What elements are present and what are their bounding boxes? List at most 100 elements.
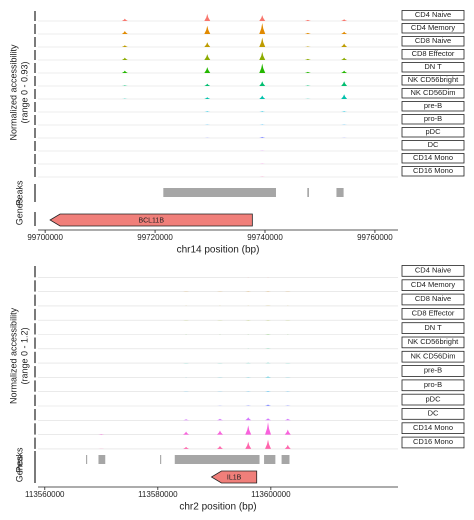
signal-peak xyxy=(121,18,128,21)
peaks-label: Peaks xyxy=(14,180,24,206)
signal-peak xyxy=(304,32,311,34)
signal-peak xyxy=(245,417,252,421)
y-range-label: (range 0 - 1.2) xyxy=(19,327,29,384)
track-label: CD14 Mono xyxy=(413,153,453,162)
track-label-box xyxy=(401,166,465,177)
signal-peak xyxy=(204,13,211,21)
peaks-label: Peaks xyxy=(14,447,24,473)
track-label: NK CD56Dim xyxy=(410,88,455,97)
signal-peak xyxy=(284,405,291,406)
track-label: NK CD56bright xyxy=(408,337,459,346)
signal-peak xyxy=(204,83,211,86)
track-label-box xyxy=(401,62,465,73)
track-label-box xyxy=(401,114,465,125)
signal-peak xyxy=(304,46,311,47)
track-label: pre-B xyxy=(424,366,442,375)
track-label: NK CD56bright xyxy=(408,75,459,84)
signal-peak xyxy=(121,70,128,73)
peak xyxy=(163,188,276,197)
signal-peak xyxy=(259,136,266,138)
signal-peak xyxy=(265,439,272,449)
signal-peak xyxy=(259,81,266,86)
signal-peak xyxy=(204,54,211,60)
track-label: CD4 Memory xyxy=(411,23,455,32)
track-label-box xyxy=(401,393,465,406)
track-label-box xyxy=(401,322,465,334)
signal-peak xyxy=(216,430,223,435)
track-label-box xyxy=(401,153,465,164)
genes-label: Genes xyxy=(14,198,24,225)
track-label: CD16 Mono xyxy=(413,166,453,175)
track-label: NK CD56Dim xyxy=(410,351,455,360)
gene-label: IL1B xyxy=(227,474,242,481)
track-label-box xyxy=(401,140,465,151)
x-axis-label: chr14 position (bp) xyxy=(177,245,260,256)
signal-peak xyxy=(259,63,266,73)
peak xyxy=(98,455,106,464)
track-label: CD14 Mono xyxy=(413,423,453,432)
signal-peak xyxy=(265,404,272,406)
signal-peak xyxy=(284,418,291,421)
y-axis-label: Normalized accessibility xyxy=(8,307,18,404)
signal-peak xyxy=(304,71,311,73)
signal-peak xyxy=(304,19,311,21)
gene xyxy=(210,470,258,484)
peak xyxy=(307,188,309,197)
signal-peak xyxy=(121,45,128,47)
signal-peak xyxy=(259,37,266,47)
track-label-box xyxy=(401,379,465,392)
signal-peak xyxy=(204,42,211,47)
track-label-box xyxy=(401,10,465,21)
signal-peak xyxy=(341,43,348,47)
signal-peak xyxy=(341,94,348,99)
signal-peak xyxy=(204,111,211,112)
signal-peak xyxy=(284,444,291,449)
track-label: DC xyxy=(428,409,439,418)
signal-peak xyxy=(204,25,211,34)
signal-peak xyxy=(121,31,128,34)
signal-peak xyxy=(341,81,348,86)
track-label: CD4 Naive xyxy=(415,10,451,19)
signal-peak xyxy=(304,58,311,60)
signal-peak xyxy=(284,429,291,435)
track-label-box xyxy=(401,336,465,349)
signal-peak xyxy=(341,70,348,73)
signal-peak xyxy=(265,418,272,421)
x-tick-label: 99740000 xyxy=(247,233,283,242)
signal-peak xyxy=(259,15,266,21)
track-label: CD16 Mono xyxy=(413,437,453,446)
peak xyxy=(336,188,344,197)
peak xyxy=(160,455,162,464)
track-label: DN T xyxy=(424,323,442,332)
track-label: CD4 Naive xyxy=(415,266,451,275)
gene-label: BCL11B xyxy=(138,217,164,224)
track-label: CD8 Naive xyxy=(415,294,451,303)
signal-peak xyxy=(259,95,266,99)
track-label-box xyxy=(401,127,465,138)
track-label: pro-B xyxy=(424,114,442,123)
x-tick-label: 99700000 xyxy=(27,233,63,242)
signal-peak xyxy=(121,85,128,86)
signal-peak xyxy=(204,97,211,99)
signal-peak xyxy=(341,19,348,21)
signal-peak xyxy=(259,23,266,34)
signal-peak xyxy=(341,57,348,60)
y-range-label: (range 0 - 0.93) xyxy=(19,61,29,123)
track-label-box xyxy=(401,75,465,86)
track-label-box xyxy=(401,422,465,434)
signal-peak xyxy=(304,85,311,86)
peak xyxy=(86,455,88,464)
track-label: CD4 Memory xyxy=(411,280,455,289)
signal-peak xyxy=(98,434,105,435)
peak xyxy=(281,455,290,464)
track-label-box xyxy=(401,36,465,47)
track-label: CD8 Naive xyxy=(415,36,451,45)
track-label-box xyxy=(401,23,465,34)
signal-peak xyxy=(265,376,272,378)
track-label-box xyxy=(401,265,465,277)
track-label-box xyxy=(401,408,465,420)
track-label-box xyxy=(401,49,465,60)
track-label: pre-B xyxy=(424,101,442,110)
gene xyxy=(49,213,253,227)
x-tick-label: 99720000 xyxy=(137,233,173,242)
